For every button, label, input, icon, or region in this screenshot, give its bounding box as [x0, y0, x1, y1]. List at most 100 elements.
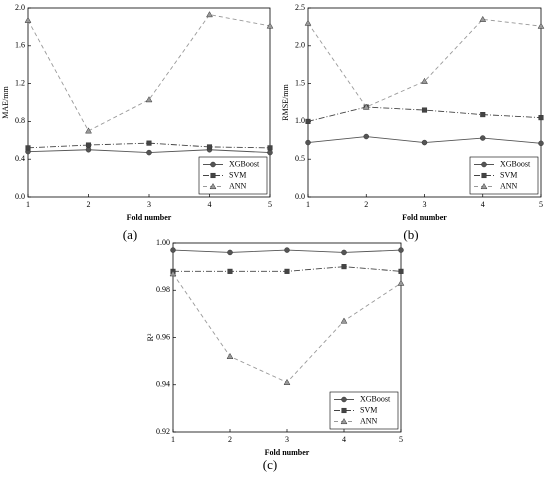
marker — [210, 172, 216, 179]
y-tick-label: 1.2 — [15, 78, 25, 87]
x-tick-label: 1 — [171, 435, 175, 444]
marker — [537, 22, 545, 29]
legend-label: ANN — [500, 181, 518, 190]
marker — [480, 135, 486, 141]
y-tick-label: 1.5 — [295, 78, 305, 87]
series-line — [307, 18, 542, 108]
legend-label: XGBoost — [500, 159, 531, 168]
marker — [267, 149, 273, 156]
marker — [266, 22, 274, 29]
marker — [206, 11, 213, 18]
y-axis-label: R² — [146, 333, 155, 341]
marker — [146, 140, 152, 146]
x-tick-label: 4 — [342, 435, 346, 444]
x-axis-label: Fold number — [402, 213, 447, 222]
marker — [341, 249, 347, 256]
x-tick-label: 2 — [228, 435, 232, 444]
x-tick-label: 5 — [539, 200, 543, 209]
x-tick-label: 2 — [87, 200, 91, 209]
y-tick-label: 2.0 — [15, 3, 25, 12]
y-tick-label: 1.6 — [15, 41, 25, 50]
legend-label: XGBoost — [360, 394, 391, 403]
legend-label: SVM — [500, 170, 517, 179]
marker — [340, 417, 348, 425]
marker — [305, 118, 311, 124]
marker — [283, 378, 291, 385]
y-tick-label: 0.5 — [295, 154, 305, 163]
marker — [304, 19, 312, 26]
y-tick-label: 0.4 — [15, 154, 25, 163]
marker — [480, 182, 488, 190]
marker — [226, 352, 234, 359]
x-tick-label: 4 — [481, 200, 485, 209]
marker — [227, 249, 233, 256]
legend-label: SVM — [360, 405, 377, 414]
y-tick-label: 1.0 — [295, 116, 305, 125]
marker — [421, 77, 428, 84]
x-tick-label: 5 — [268, 200, 272, 209]
x-axis-label: Fold number — [265, 448, 310, 457]
marker — [421, 107, 428, 113]
legend-label: ANN — [229, 181, 247, 190]
marker — [398, 268, 404, 274]
y-tick-label: 0.96 — [156, 332, 170, 341]
marker — [24, 16, 32, 23]
marker — [362, 103, 370, 110]
marker — [341, 407, 347, 414]
series-line — [27, 14, 271, 132]
marker — [146, 149, 152, 156]
y-tick-label: 0.8 — [15, 116, 25, 125]
panel-label: (a) — [123, 227, 137, 242]
x-tick-label: 3 — [147, 200, 151, 209]
panel-label: (b) — [403, 227, 418, 242]
x-tick-label: 5 — [399, 435, 403, 444]
marker — [25, 145, 31, 151]
marker — [209, 182, 217, 190]
x-tick-label: 3 — [423, 200, 427, 209]
y-tick-label: 0.94 — [156, 380, 170, 389]
y-tick-label: 1.00 — [156, 238, 170, 247]
marker — [170, 247, 176, 253]
marker — [340, 317, 348, 324]
x-axis-label: Fold number — [127, 213, 172, 222]
marker — [284, 247, 290, 253]
y-tick-label: 0.92 — [156, 427, 170, 436]
marker — [481, 161, 487, 168]
marker — [363, 133, 369, 140]
marker — [398, 247, 404, 253]
marker — [538, 115, 544, 121]
y-tick-label: 2.0 — [295, 41, 305, 50]
y-tick-label: 2.5 — [295, 3, 305, 12]
marker — [169, 270, 177, 277]
marker — [341, 264, 347, 270]
x-tick-label: 2 — [364, 200, 368, 209]
marker — [227, 268, 233, 274]
legend-label: ANN — [360, 416, 378, 425]
marker — [267, 145, 273, 151]
marker — [85, 147, 92, 153]
marker — [538, 140, 544, 147]
marker — [480, 112, 486, 118]
x-tick-label: 1 — [26, 200, 30, 209]
marker — [206, 144, 213, 150]
marker — [341, 396, 347, 403]
marker — [479, 15, 487, 22]
marker — [85, 142, 92, 148]
y-tick-label: 0.0 — [295, 192, 305, 201]
series-line — [172, 273, 402, 383]
legend-label: SVM — [229, 170, 246, 179]
legend-label: XGBoost — [229, 159, 260, 168]
marker — [421, 139, 428, 146]
marker — [145, 96, 153, 103]
marker — [397, 279, 405, 286]
marker — [85, 127, 92, 134]
marker — [284, 268, 290, 274]
y-axis-label: MAE/mm — [1, 86, 10, 119]
y-axis-label: RMSE/mm — [281, 83, 290, 120]
panel-label: (c) — [263, 457, 277, 472]
x-tick-label: 1 — [306, 200, 310, 209]
marker — [305, 139, 311, 146]
marker — [481, 172, 487, 179]
marker — [210, 161, 216, 168]
